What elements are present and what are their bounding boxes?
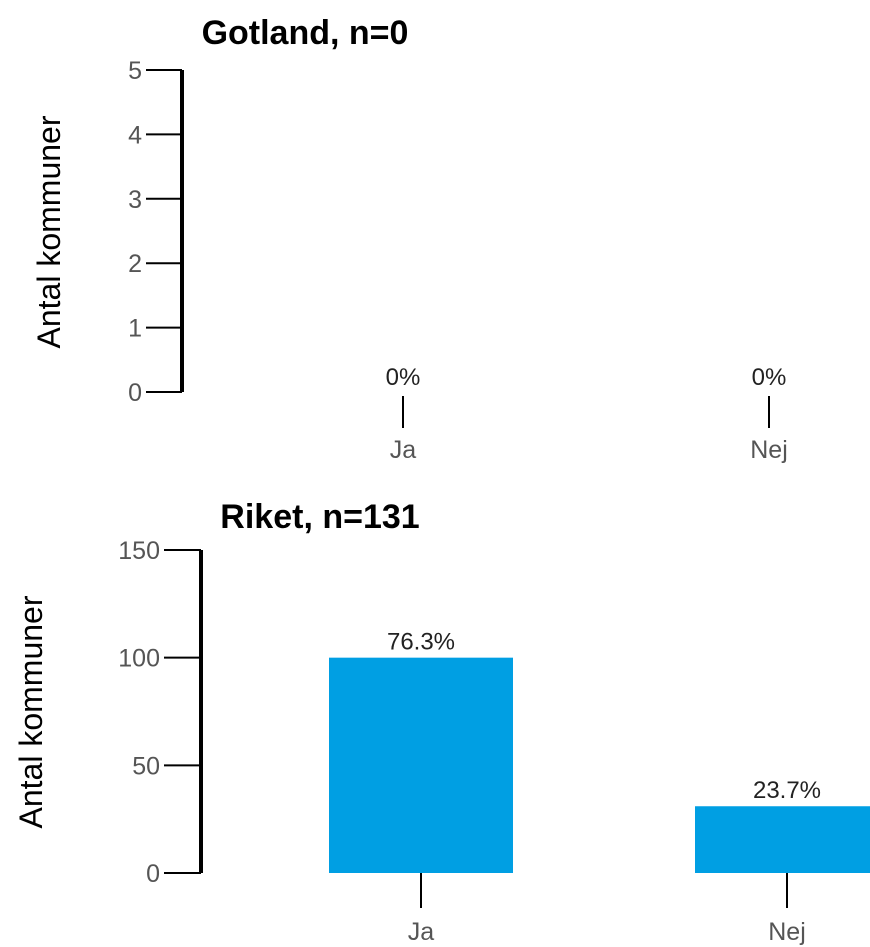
data-label: 0%	[752, 364, 787, 391]
chart-panel-gotland: Gotland, n=0 Antal kommuner 0 1 2 3 4 5 0% 0% …	[31, 14, 788, 464]
data-label: 0%	[386, 364, 421, 391]
y-tick-label: 0	[146, 860, 160, 888]
bar-ja	[329, 657, 513, 873]
y-tick-label: 4	[128, 121, 142, 149]
data-label: 23.7%	[753, 777, 821, 804]
y-tick-label: 100	[118, 645, 160, 673]
x-category-label: Ja	[408, 918, 435, 946]
y-tick-label: 3	[128, 186, 142, 214]
x-category-label: Ja	[390, 436, 417, 464]
x-category-label: Nej	[768, 918, 806, 946]
data-labels: 76.3% 23.7%	[387, 629, 821, 805]
bar-nej	[695, 806, 870, 873]
data-labels: 0% 0%	[386, 364, 787, 391]
y-tick-label: 0	[128, 379, 142, 407]
chart-title: Riket, n=131	[220, 498, 419, 536]
y-axis-ticks: 0 1 2 3 4 5	[128, 57, 182, 407]
y-tick-label: 1	[128, 315, 142, 343]
y-axis-ticks: 0 50 100 150	[118, 537, 201, 888]
x-axis-categories: Ja Nej	[390, 396, 788, 464]
y-tick-label: 2	[128, 250, 142, 278]
y-tick-label: 5	[128, 57, 142, 85]
bars	[329, 657, 870, 873]
y-tick-label: 150	[118, 537, 160, 565]
y-axis-label: Antal kommuner	[13, 595, 49, 828]
x-category-label: Nej	[750, 436, 788, 464]
y-axis-label: Antal kommuner	[31, 115, 67, 348]
y-tick-label: 50	[132, 752, 160, 780]
chart-title: Gotland, n=0	[202, 14, 409, 52]
x-axis-categories: Ja Nej	[408, 873, 806, 946]
chart-panel-riket: Riket, n=131 Antal kommuner 0 50 100 150 76…	[13, 498, 870, 946]
data-label: 76.3%	[387, 629, 455, 656]
